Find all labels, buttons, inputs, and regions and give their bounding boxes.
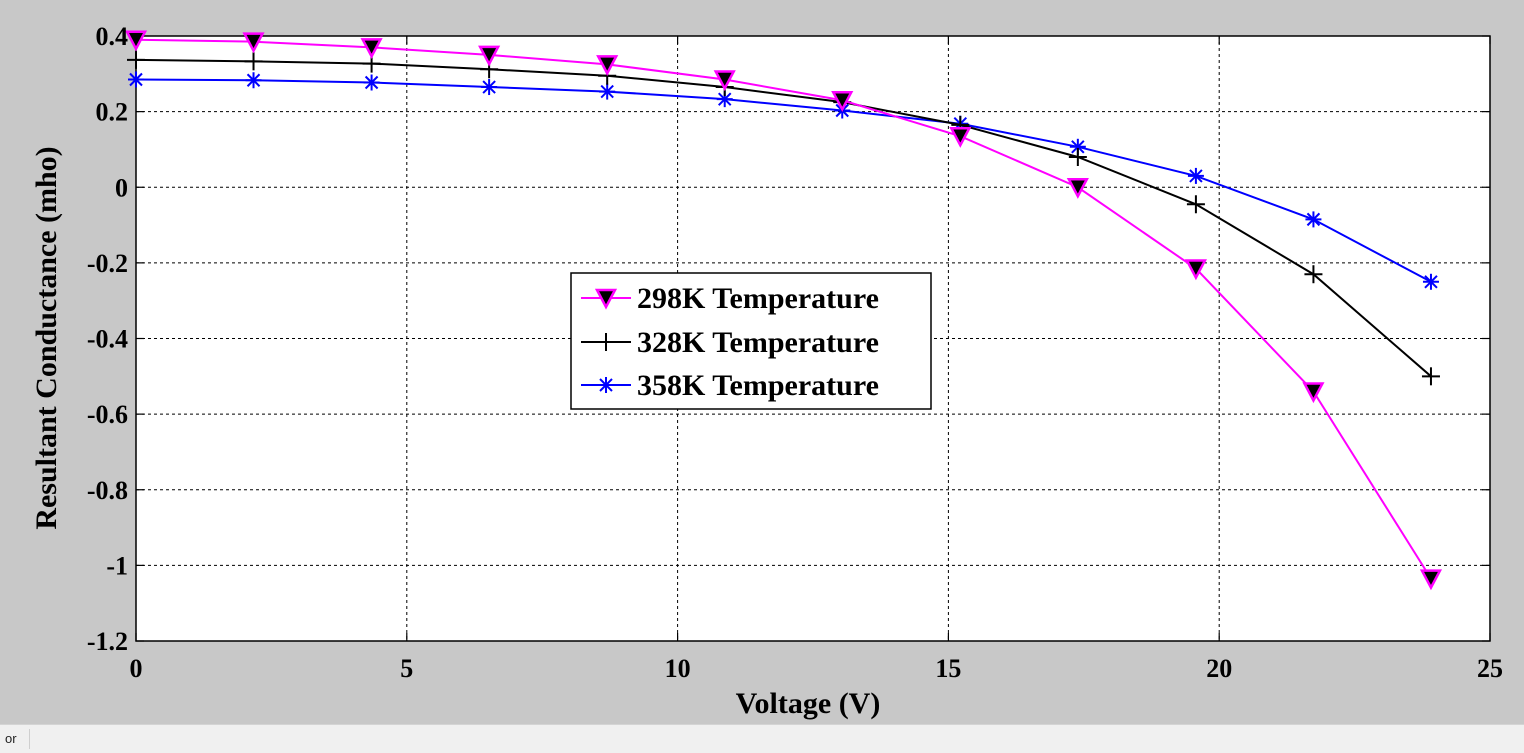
data-point <box>596 55 619 77</box>
data-point <box>1305 211 1322 228</box>
series-layer <box>124 30 1443 591</box>
data-point <box>124 30 148 52</box>
data-point <box>244 52 263 71</box>
y-tick-label: -0.2 <box>87 249 128 278</box>
data-point <box>1187 167 1204 184</box>
data-point <box>1066 178 1089 199</box>
x-tick-label: 10 <box>665 654 691 683</box>
data-point <box>1302 382 1325 404</box>
data-point <box>949 126 972 148</box>
y-tick-label: -0.8 <box>87 476 128 505</box>
series-line <box>135 38 1432 580</box>
data-point <box>363 74 380 91</box>
data-point <box>127 50 145 69</box>
y-axis-title: Resultant Conductance (mho) <box>30 146 63 529</box>
data-point <box>242 32 265 54</box>
legend-entry: 328K Temperature <box>581 326 879 359</box>
data-point <box>128 71 144 88</box>
data-point <box>599 83 616 100</box>
y-tick-label: 0.2 <box>96 98 129 127</box>
legend-label: 298K Temperature <box>637 282 879 315</box>
data-point <box>481 79 498 96</box>
data-point <box>1184 259 1207 281</box>
x-axis-title: Voltage (V) <box>736 687 881 720</box>
data-point <box>360 38 383 60</box>
data-point <box>831 91 854 112</box>
data-point <box>1068 148 1087 166</box>
x-tick-label: 5 <box>400 654 413 683</box>
legend-label: 358K Temperature <box>637 369 879 402</box>
data-point <box>1419 569 1443 591</box>
y-tick-label: -0.4 <box>87 325 128 354</box>
x-tick-label: 15 <box>935 654 961 683</box>
legend-marker <box>597 333 615 351</box>
legend: 298K Temperature 328K Temperature 358K Tem… <box>570 272 932 410</box>
series-line <box>135 78 1432 283</box>
y-tick-label: -1 <box>106 551 128 580</box>
series-line <box>135 58 1432 378</box>
x-tick-label: 0 <box>130 654 143 683</box>
x-tick-label: 20 <box>1206 654 1232 683</box>
series-298k-temperature <box>124 30 1443 591</box>
data-point <box>1421 367 1440 386</box>
y-tick-label: 0.4 <box>96 22 129 51</box>
legend-marker <box>594 288 618 310</box>
y-tick-label: -1.2 <box>87 627 128 656</box>
status-text: or <box>0 729 30 749</box>
data-point <box>713 70 736 92</box>
x-tick-label: 25 <box>1477 654 1503 683</box>
data-point <box>1304 265 1323 284</box>
legend-label: 328K Temperature <box>637 326 879 359</box>
data-point <box>1186 195 1205 214</box>
chart: 0 5 10 15 20 250.40.20-0.2-0.4-0.6-0.8-1-1.2 … <box>30 22 1503 720</box>
y-tick-label: -0.6 <box>87 400 128 429</box>
legend-entry: 298K Temperature <box>581 282 879 315</box>
data-point <box>478 45 501 67</box>
y-tick-label: 0 <box>115 173 128 202</box>
status-bar: or <box>0 724 1524 753</box>
legend-entry: 358K Temperature <box>581 369 879 402</box>
data-point <box>245 72 262 89</box>
tick-labels: 0 5 10 15 20 25 0.4 0.2 0 -0.2 -0.4 -0.6 -0.8 -1 -1.2 <box>87 22 1503 683</box>
data-point <box>1422 273 1439 290</box>
legend-marker <box>598 377 614 393</box>
